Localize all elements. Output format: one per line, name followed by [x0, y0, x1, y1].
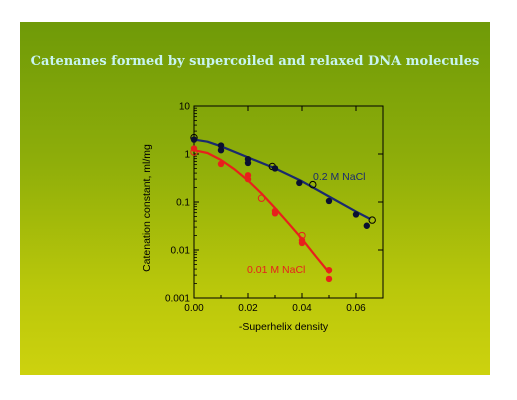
data-point-filled	[298, 239, 306, 247]
data-point-filled	[271, 165, 279, 172]
data-point-filled	[244, 175, 252, 183]
x-tick-label: 0.02	[238, 303, 258, 314]
data-point-filled	[217, 146, 225, 154]
data-point-filled	[296, 179, 303, 187]
x-axis-title: -Superhelix density	[239, 321, 329, 333]
data-point-open	[309, 180, 317, 189]
x-tick-label: 0.00	[184, 303, 204, 314]
y-tick-label: 0.01	[171, 246, 191, 257]
series-label-0-01m-nacl: 0.01 M NaCl	[247, 264, 305, 276]
y-tick-label: 0.001	[165, 294, 190, 305]
data-point-filled	[325, 266, 333, 274]
data-point-filled	[244, 159, 252, 167]
y-tick-label: 10	[179, 102, 191, 113]
data-point-filled	[271, 210, 279, 217]
x-tick-label: 0.06	[346, 303, 366, 314]
data-point-open	[368, 216, 376, 224]
data-point-filled	[217, 142, 225, 149]
y-axis-title: Catenation constant, ml/mg	[141, 144, 153, 272]
y-tick-label: 0.1	[176, 198, 190, 209]
series-1	[190, 145, 333, 283]
slide-title: Catenanes formed by supercoiled and rela…	[30, 54, 480, 69]
y-tick-label: 1	[184, 150, 190, 161]
data-point-open	[257, 194, 266, 202]
data-point-filled	[325, 197, 333, 205]
series-0	[190, 133, 376, 229]
data-point-filled	[190, 136, 198, 143]
series-fit-line	[192, 149, 331, 274]
slide-background: Catenanes formed by supercoiled and rela…	[20, 22, 490, 375]
series-label-0-2m-nacl: 0.2 M NaCl	[313, 171, 366, 183]
data-point-filled	[190, 145, 198, 152]
data-point-filled	[325, 275, 333, 283]
data-point-filled	[352, 211, 360, 218]
x-tick-label: 0.04	[292, 303, 312, 314]
data-point-filled	[217, 160, 225, 168]
data-point-filled	[363, 222, 370, 229]
